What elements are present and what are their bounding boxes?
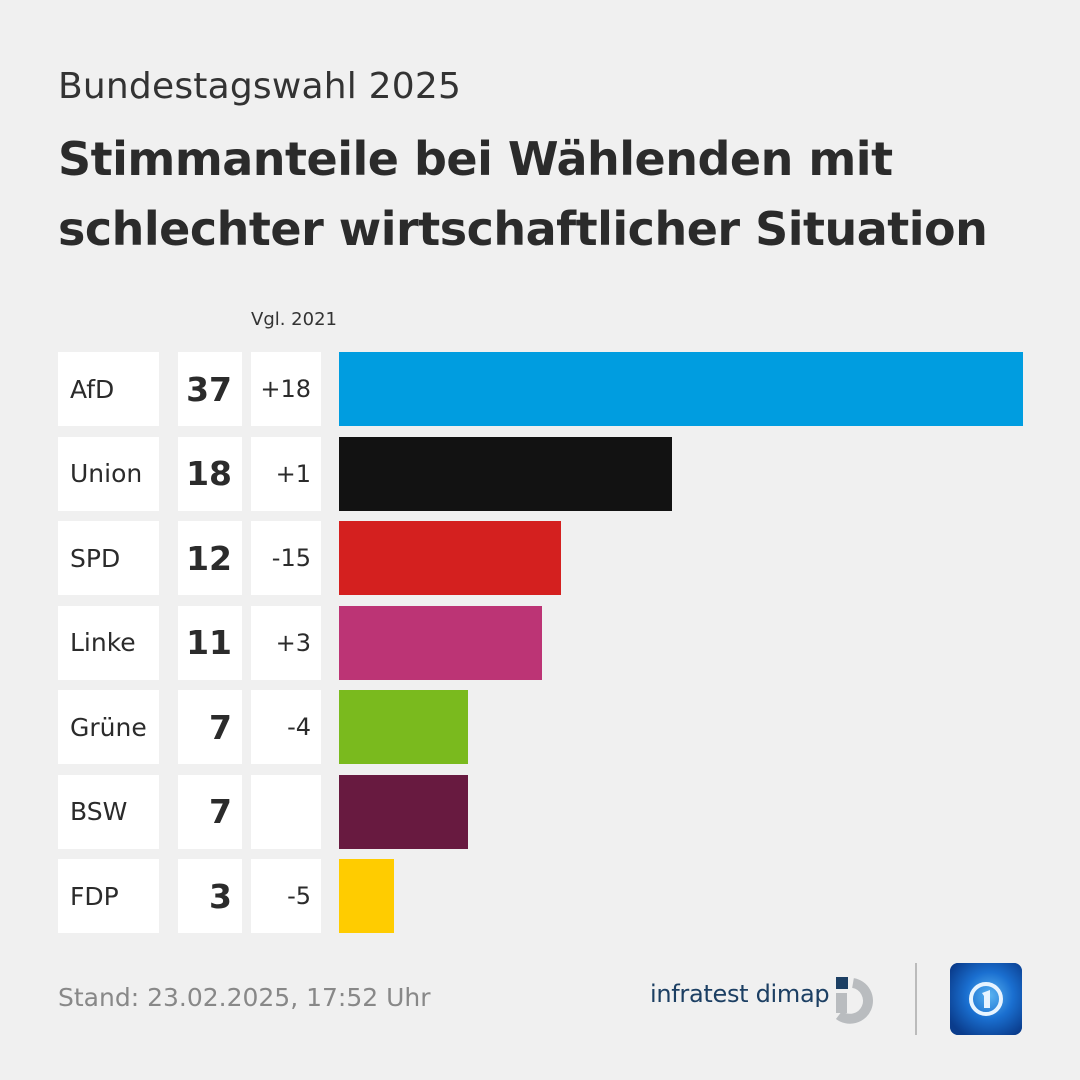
chart-row: Grüne 7 -4 — [0, 690, 1080, 764]
bar-union — [339, 436, 672, 511]
infratest-dimap-logo-icon — [835, 977, 873, 1024]
party-label: FDP — [58, 859, 159, 933]
diff-label: -4 — [251, 690, 321, 764]
bar-afd — [339, 352, 1023, 426]
tagesschau-logo-icon — [950, 963, 1022, 1035]
party-label: Linke — [58, 605, 159, 680]
value-label: 3 — [178, 859, 242, 933]
timestamp: Stand: 23.02.2025, 17:52 Uhr — [58, 983, 431, 1012]
chart-title: Stimmanteile bei Wählenden mit schlechte… — [58, 132, 988, 256]
value-label: 12 — [178, 521, 242, 595]
bar-spd — [339, 521, 561, 595]
value-label: 7 — [178, 690, 242, 764]
chart-row: BSW 7 — [0, 774, 1080, 849]
source-label: infratest dimap — [650, 980, 830, 1008]
diff-label: -15 — [251, 521, 321, 595]
bar-linke — [339, 605, 543, 680]
value-label: 37 — [178, 352, 242, 426]
bar-gr-ne — [339, 690, 469, 764]
diff-label — [251, 774, 321, 849]
diff-label: +3 — [251, 605, 321, 680]
diff-label: +1 — [251, 436, 321, 511]
diff-label: -5 — [251, 859, 321, 933]
party-label: SPD — [58, 521, 159, 595]
compare-column-label: Vgl. 2021 — [251, 309, 337, 330]
value-label: 18 — [178, 436, 242, 511]
diff-label: +18 — [251, 352, 321, 426]
chart-row: FDP 3 -5 — [0, 859, 1080, 933]
party-label: Grüne — [58, 690, 159, 764]
chart-row: AfD 37 +18 — [0, 352, 1080, 426]
party-label: Union — [58, 436, 159, 511]
chart-row: Linke 11 +3 — [0, 605, 1080, 680]
subtitle: Bundestagswahl 2025 — [58, 66, 462, 107]
bar-fdp — [339, 859, 395, 933]
party-label: AfD — [58, 352, 159, 426]
value-label: 11 — [178, 605, 242, 680]
divider — [915, 963, 917, 1035]
chart-row: Union 18 +1 — [0, 436, 1080, 511]
party-label: BSW — [58, 774, 159, 849]
bar-bsw — [339, 774, 469, 849]
chart-row: SPD 12 -15 — [0, 521, 1080, 595]
value-label: 7 — [178, 774, 242, 849]
